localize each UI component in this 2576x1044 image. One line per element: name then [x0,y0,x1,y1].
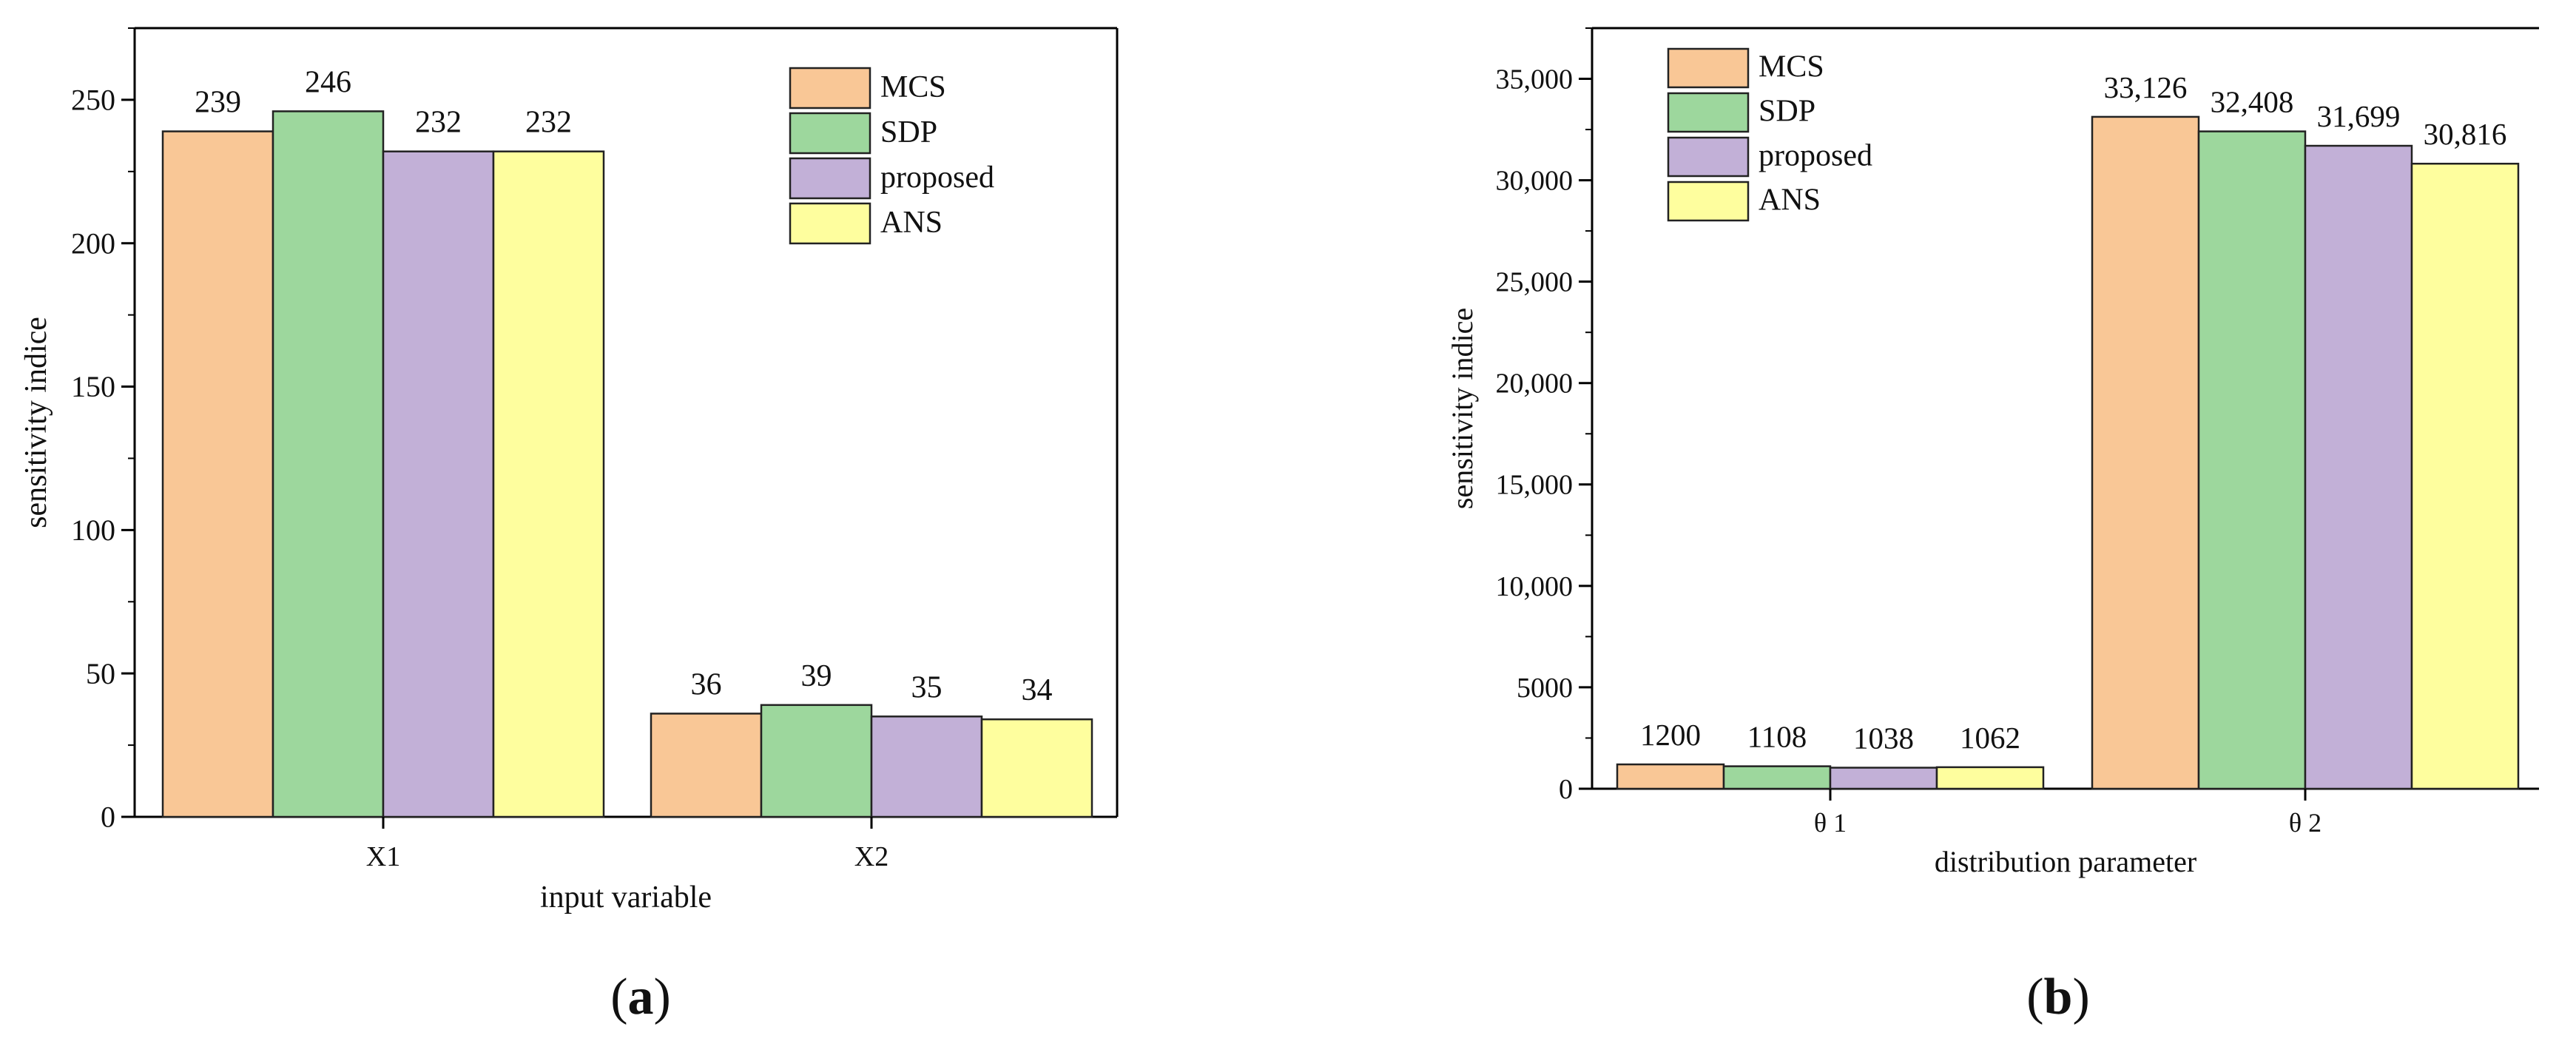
y-tick-label: 0 [101,801,115,834]
data-label: 33,126 [2104,70,2188,104]
legend-swatch-ans [1667,181,1750,222]
chart-b: 0 5000 10,000 15,000 20,000 25,000 30,000 35,00… [1446,27,2539,878]
legend-label: ANS [1759,183,1821,217]
x-axis-label: distribution parameter [1935,845,2196,878]
data-label: 232 [525,106,572,140]
x-tick-label: θ 1 [1814,808,1847,838]
chart-a: 0 50 100 150 200 250 239 246 232 232 X1 36 39 35 34 X2 i… [19,27,1119,915]
bar-ans-1 [1935,766,2045,790]
legend-label: proposed [1759,138,1872,172]
data-label: 239 [195,86,241,120]
data-label: 1038 [1853,721,1914,755]
y-axis-label: sensitivity indice [19,317,53,528]
legend-label: ANS [880,206,943,240]
legend-swatch-mcs [789,67,871,110]
legend-label: MCS [880,70,946,104]
bar-sdp-2 [760,704,873,818]
panel-label-b: (b) [2026,969,2090,1026]
bar-sdp-1 [272,110,385,818]
y-tick-label: 5000 [1517,673,1573,704]
legend-swatch-sdp [789,112,871,155]
data-label: 36 [691,667,722,701]
data-label: 1200 [1640,718,1701,752]
y-tick-label: 200 [71,226,115,260]
data-label: 30,816 [2424,117,2507,151]
y-tick-label: 100 [71,513,115,547]
bar-mcs-2 [650,713,763,818]
y-tick-label: 25,000 [1496,267,1574,298]
y-tick-label: 15,000 [1496,470,1574,501]
bar-mcs-1 [1616,763,1725,790]
x-tick-label: X2 [854,841,889,872]
data-label: 34 [1022,673,1053,707]
data-label: 1108 [1747,720,1807,754]
legend-swatch-proposed [1667,136,1750,178]
y-tick-label: 50 [86,657,115,690]
y-tick-label: 250 [71,84,115,117]
y-tick-label: 0 [1559,774,1573,805]
bar-ans-2 [980,718,1093,818]
bar-proposed-1 [382,150,495,818]
data-label: 246 [305,65,351,99]
data-label: 39 [801,659,832,693]
x-tick-label: θ 2 [2289,808,2322,838]
legend: MCS SDP proposed ANS [1667,47,1872,222]
data-label: 1062 [1960,721,2020,755]
bar-proposed-1 [1829,767,1938,790]
y-tick-label: 150 [71,370,115,403]
legend-label: SDP [880,115,937,149]
y-axis-label: sensitivity indice [1446,308,1479,509]
legend-label: SDP [1759,94,1815,128]
legend-swatch-sdp [1667,92,1750,133]
legend-swatch-proposed [789,157,871,200]
data-label: 35 [911,670,943,704]
legend-swatch-ans [789,202,871,245]
data-label: 32,408 [2211,85,2294,119]
x-axis-label: input variable [540,880,712,915]
legend-label: proposed [880,161,994,195]
bar-ans-1 [492,150,605,818]
bar-mcs-1 [161,130,274,818]
y-tick-label: 30,000 [1496,166,1574,197]
y-tick-label: 35,000 [1496,64,1574,95]
bar-proposed-2 [2304,144,2413,790]
data-label: 31,699 [2317,99,2401,133]
x-tick-label: X1 [366,841,400,872]
bar-mcs-2 [2091,115,2200,790]
legend-swatch-mcs [1667,47,1750,89]
bar-sdp-2 [2197,130,2307,790]
legend-label: MCS [1759,50,1824,84]
panel-label-a: (a) [610,969,671,1026]
data-label: 232 [415,106,462,140]
bar-proposed-2 [870,715,983,818]
bar-ans-2 [2410,162,2520,790]
y-tick-label: 20,000 [1496,368,1574,400]
bar-sdp-1 [1722,765,1832,790]
y-tick-label: 10,000 [1496,571,1574,602]
legend: MCS SDP proposed ANS [789,67,994,245]
